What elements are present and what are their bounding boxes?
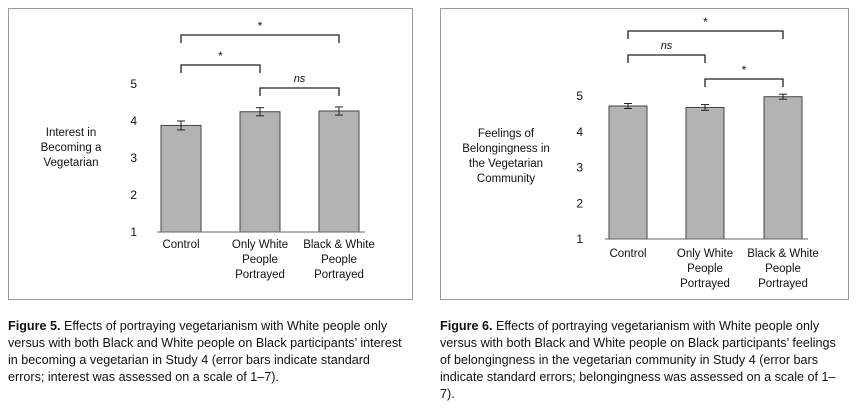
significance-bracket [627, 30, 784, 39]
figure-6-caption: Figure 6. Effects of portraying vegetari… [440, 318, 840, 403]
y-tick-label: 4 [130, 114, 137, 128]
x-tick-label: Portrayed [680, 278, 730, 290]
x-tick-label: Black & White [747, 248, 819, 260]
x-tick-label: Only White [677, 248, 733, 260]
bar [318, 110, 360, 233]
y-tick-label: 2 [130, 188, 137, 202]
significance-bracket [627, 54, 706, 63]
x-tick-label: Control [162, 239, 199, 251]
significance-label: * [742, 63, 747, 77]
y-tick-label: 1 [576, 232, 583, 246]
y-tick-label: 5 [576, 89, 583, 103]
significance-bracket [704, 78, 784, 87]
significance-label: ns [294, 73, 306, 85]
x-tick-label: People [321, 254, 357, 266]
x-tick-label: Portrayed [758, 278, 808, 290]
y-tick-label: 5 [130, 77, 137, 91]
x-tick-label: Control [609, 248, 646, 260]
x-tick-label: Portrayed [235, 269, 285, 281]
x-tick-label: People [687, 263, 723, 275]
y-tick-label: 3 [576, 161, 583, 175]
figure-6-panel: Feelings of Belongingness in the Vegetar… [440, 8, 849, 300]
bar [763, 96, 803, 240]
bar [239, 111, 281, 233]
figure-5-panel: Interest in Becoming a Vegetarian 1 2 3 4 5 C… [8, 8, 413, 300]
y-axis-label: Interest in Becoming a Vegetarian [40, 127, 102, 169]
figure-5-caption: Figure 5. Effects of portraying vegetari… [8, 318, 403, 386]
bar [685, 106, 725, 240]
significance-bracket [180, 64, 261, 73]
y-axis-label: Feelings of Belongingness in the Vegetar… [462, 128, 550, 185]
x-tick-label: People [765, 263, 801, 275]
caption-label: Figure 5. [8, 319, 61, 333]
x-tick-label: People [242, 254, 278, 266]
figure-6-bar-chart: 1 2 3 4 5 Control Only White People Portrayed Bla… [576, 15, 819, 290]
significance-bracket [259, 87, 340, 96]
bar [160, 124, 202, 233]
figure-5-bar-chart: 1 2 3 4 5 Control Only White People Portrayed Bla… [130, 19, 375, 281]
significance-bracket [180, 34, 340, 43]
caption-label: Figure 6. [440, 319, 493, 333]
significance-label: * [703, 15, 708, 29]
y-tick-label: 3 [130, 151, 137, 165]
significance-label: * [258, 19, 263, 33]
significance-label: * [218, 49, 223, 63]
x-tick-label: Portrayed [314, 269, 364, 281]
bar [608, 105, 648, 240]
y-tick-label: 2 [576, 196, 583, 210]
x-tick-label: Black & White [303, 239, 375, 251]
y-tick-label: 4 [576, 125, 583, 139]
x-tick-label: Only White [232, 239, 288, 251]
caption-text: Effects of portraying vegetarianism with… [440, 319, 836, 401]
y-tick-label: 1 [130, 225, 137, 239]
significance-label: ns [661, 40, 673, 52]
caption-text: Effects of portraying vegetarianism with… [8, 319, 402, 384]
